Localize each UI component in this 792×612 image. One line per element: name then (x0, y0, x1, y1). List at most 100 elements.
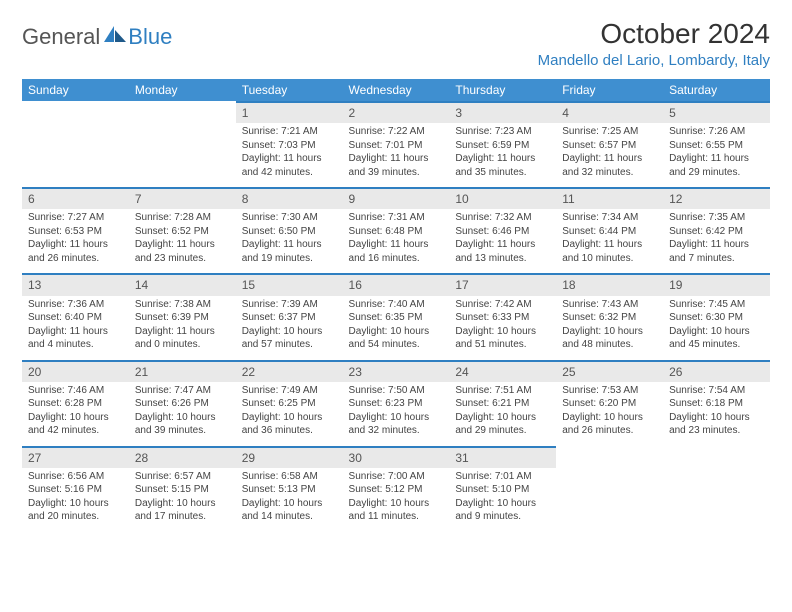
daylight-line: Daylight: 11 hours and 0 minutes. (135, 325, 230, 352)
sunrise-line: Sunrise: 7:22 AM (349, 125, 444, 139)
sunrise-line: Sunrise: 7:21 AM (242, 125, 337, 139)
sunrise-line: Sunrise: 7:01 AM (455, 470, 550, 484)
day-number: 16 (343, 273, 450, 295)
calendar-cell: 31Sunrise: 7:01 AMSunset: 5:10 PMDayligh… (449, 446, 556, 532)
sunrise-line: Sunrise: 7:54 AM (669, 384, 764, 398)
day-body: Sunrise: 7:34 AMSunset: 6:44 PMDaylight:… (556, 209, 663, 273)
daylight-line: Daylight: 11 hours and 16 minutes. (349, 238, 444, 265)
day-number: 31 (449, 446, 556, 468)
sunset-line: Sunset: 6:53 PM (28, 225, 123, 239)
calendar-cell: 1Sunrise: 7:21 AMSunset: 7:03 PMDaylight… (236, 101, 343, 187)
calendar-cell: 25Sunrise: 7:53 AMSunset: 6:20 PMDayligh… (556, 360, 663, 446)
day-body: Sunrise: 7:30 AMSunset: 6:50 PMDaylight:… (236, 209, 343, 273)
day-number: 11 (556, 187, 663, 209)
weekday-header: Tuesday (236, 79, 343, 101)
sunset-line: Sunset: 5:16 PM (28, 483, 123, 497)
logo-text-1: General (22, 24, 100, 50)
calendar-cell: 4Sunrise: 7:25 AMSunset: 6:57 PMDaylight… (556, 101, 663, 187)
sunrise-line: Sunrise: 7:53 AM (562, 384, 657, 398)
day-body: Sunrise: 7:45 AMSunset: 6:30 PMDaylight:… (663, 296, 770, 360)
sunset-line: Sunset: 6:57 PM (562, 139, 657, 153)
day-number: 8 (236, 187, 343, 209)
sunset-line: Sunset: 6:44 PM (562, 225, 657, 239)
sunset-line: Sunset: 5:12 PM (349, 483, 444, 497)
calendar-cell: 22Sunrise: 7:49 AMSunset: 6:25 PMDayligh… (236, 360, 343, 446)
calendar-cell: 10Sunrise: 7:32 AMSunset: 6:46 PMDayligh… (449, 187, 556, 273)
day-number: 29 (236, 446, 343, 468)
sunset-line: Sunset: 6:42 PM (669, 225, 764, 239)
calendar-cell: 28Sunrise: 6:57 AMSunset: 5:15 PMDayligh… (129, 446, 236, 532)
daylight-line: Daylight: 10 hours and 23 minutes. (669, 411, 764, 438)
calendar-cell: 7Sunrise: 7:28 AMSunset: 6:52 PMDaylight… (129, 187, 236, 273)
day-number: 1 (236, 101, 343, 123)
day-body: Sunrise: 7:47 AMSunset: 6:26 PMDaylight:… (129, 382, 236, 446)
sunset-line: Sunset: 6:23 PM (349, 397, 444, 411)
calendar-cell: 9Sunrise: 7:31 AMSunset: 6:48 PMDaylight… (343, 187, 450, 273)
weekday-header: Saturday (663, 79, 770, 101)
sunrise-line: Sunrise: 7:49 AM (242, 384, 337, 398)
calendar-cell: 12Sunrise: 7:35 AMSunset: 6:42 PMDayligh… (663, 187, 770, 273)
day-number: 5 (663, 101, 770, 123)
day-number: 21 (129, 360, 236, 382)
calendar-cell: . (556, 446, 663, 532)
daylight-line: Daylight: 11 hours and 23 minutes. (135, 238, 230, 265)
calendar-cell: 19Sunrise: 7:45 AMSunset: 6:30 PMDayligh… (663, 273, 770, 359)
sunset-line: Sunset: 6:25 PM (242, 397, 337, 411)
calendar-cell: 3Sunrise: 7:23 AMSunset: 6:59 PMDaylight… (449, 101, 556, 187)
sunset-line: Sunset: 6:48 PM (349, 225, 444, 239)
day-number: 6 (22, 187, 129, 209)
sunrise-line: Sunrise: 6:58 AM (242, 470, 337, 484)
calendar-table: SundayMondayTuesdayWednesdayThursdayFrid… (22, 79, 770, 532)
day-number: 30 (343, 446, 450, 468)
daylight-line: Daylight: 10 hours and 54 minutes. (349, 325, 444, 352)
calendar-cell: 2 Sunrise: 7:22 AMSunset: 7:01 PMDaylight… (343, 101, 450, 187)
sunset-line: Sunset: 6:52 PM (135, 225, 230, 239)
calendar-cell: . (129, 101, 236, 187)
daylight-line: Daylight: 10 hours and 48 minutes. (562, 325, 657, 352)
sunset-line: Sunset: 7:01 PM (349, 139, 444, 153)
weekday-header: Wednesday (343, 79, 450, 101)
sunset-line: Sunset: 5:10 PM (455, 483, 550, 497)
sunset-line: Sunset: 6:46 PM (455, 225, 550, 239)
calendar-cell: . (22, 101, 129, 187)
sunrise-line: Sunrise: 7:39 AM (242, 298, 337, 312)
day-number: 13 (22, 273, 129, 295)
day-number: 22 (236, 360, 343, 382)
daylight-line: Daylight: 11 hours and 32 minutes. (562, 152, 657, 179)
sunrise-line: Sunrise: 7:51 AM (455, 384, 550, 398)
day-body: Sunrise: 7:54 AMSunset: 6:18 PMDaylight:… (663, 382, 770, 446)
calendar-cell: . (663, 446, 770, 532)
day-number: 25 (556, 360, 663, 382)
day-body: Sunrise: 7:27 AMSunset: 6:53 PMDaylight:… (22, 209, 129, 273)
weekday-header: Sunday (22, 79, 129, 101)
day-number: 12 (663, 187, 770, 209)
daylight-line: Daylight: 11 hours and 39 minutes. (349, 152, 444, 179)
daylight-line: Daylight: 10 hours and 20 minutes. (28, 497, 123, 524)
logo-sail-icon (104, 26, 126, 42)
calendar-cell: 27Sunrise: 6:56 AMSunset: 5:16 PMDayligh… (22, 446, 129, 532)
daylight-line: Daylight: 11 hours and 42 minutes. (242, 152, 337, 179)
sunrise-line: Sunrise: 7:31 AM (349, 211, 444, 225)
daylight-line: Daylight: 10 hours and 57 minutes. (242, 325, 337, 352)
day-number: 28 (129, 446, 236, 468)
day-number: 2 (343, 101, 450, 123)
day-body: Sunrise: 7:25 AMSunset: 6:57 PMDaylight:… (556, 123, 663, 187)
weekday-header: Monday (129, 79, 236, 101)
sunset-line: Sunset: 6:26 PM (135, 397, 230, 411)
day-number: 20 (22, 360, 129, 382)
calendar-cell: 30Sunrise: 7:00 AMSunset: 5:12 PMDayligh… (343, 446, 450, 532)
calendar-cell: 13Sunrise: 7:36 AMSunset: 6:40 PMDayligh… (22, 273, 129, 359)
daylight-line: Daylight: 10 hours and 42 minutes. (28, 411, 123, 438)
calendar-cell: 14Sunrise: 7:38 AMSunset: 6:39 PMDayligh… (129, 273, 236, 359)
day-number: 3 (449, 101, 556, 123)
sunrise-line: Sunrise: 7:30 AM (242, 211, 337, 225)
daylight-line: Daylight: 11 hours and 10 minutes. (562, 238, 657, 265)
calendar-cell: 24Sunrise: 7:51 AMSunset: 6:21 PMDayligh… (449, 360, 556, 446)
sunset-line: Sunset: 5:13 PM (242, 483, 337, 497)
daylight-line: Daylight: 10 hours and 17 minutes. (135, 497, 230, 524)
logo-text-2: Blue (128, 24, 172, 50)
calendar-cell: 5Sunrise: 7:26 AMSunset: 6:55 PMDaylight… (663, 101, 770, 187)
weekday-header: Thursday (449, 79, 556, 101)
calendar-cell: 6Sunrise: 7:27 AMSunset: 6:53 PMDaylight… (22, 187, 129, 273)
calendar-cell: 17Sunrise: 7:42 AMSunset: 6:33 PMDayligh… (449, 273, 556, 359)
